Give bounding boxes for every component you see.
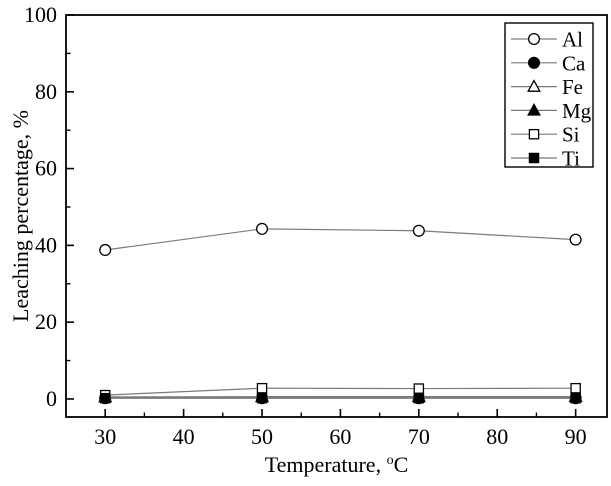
legend-entry-mg: Mg <box>511 99 592 123</box>
circle-open-marker <box>527 32 541 46</box>
legend-entry-si: Si <box>511 123 580 147</box>
x-tick-label: 40 <box>173 424 195 449</box>
series-ti <box>99 392 581 404</box>
x-tick-label: 80 <box>486 424 508 449</box>
y-tick-label: 60 <box>35 156 57 181</box>
legend-entry-fe: Fe <box>511 75 583 99</box>
legend-label-fe: Fe <box>562 75 583 99</box>
x-tick-label: 30 <box>94 424 116 449</box>
square-open-marker <box>570 382 581 394</box>
circle-open-marker <box>255 222 269 235</box>
x-tick-label: 90 <box>565 424 587 449</box>
y-tick-label: 20 <box>35 309 57 334</box>
y-tick-label: 0 <box>46 386 57 411</box>
series-line-si <box>105 387 576 396</box>
legend-label-ca: Ca <box>562 51 586 75</box>
legend-entry-al: Al <box>511 28 583 52</box>
plot-frame <box>65 14 608 418</box>
legend-box <box>504 22 594 168</box>
legend-label-mg: Mg <box>562 99 592 123</box>
circle-open-marker <box>569 233 582 246</box>
y-tick-label: 40 <box>35 232 57 257</box>
x-tick-label: 70 <box>408 424 430 449</box>
x-tick-label: 50 <box>251 424 273 449</box>
y-tick-label: 80 <box>35 79 57 104</box>
x-axis-label: Temperature, oC <box>265 452 409 477</box>
y-tick-label: 100 <box>24 2 57 27</box>
series-al <box>99 222 582 257</box>
legend-label-ti: Ti <box>562 147 580 171</box>
square-filled-marker <box>99 392 111 404</box>
legend-entry-ca: Ca <box>511 51 586 75</box>
circle-open-marker <box>99 243 112 257</box>
triangle-filled-marker <box>527 103 541 116</box>
legend-label-si: Si <box>562 123 580 147</box>
triangle-open-marker <box>527 79 541 92</box>
legend-entry-ti: Ti <box>511 147 580 171</box>
square-filled-marker <box>413 392 425 404</box>
circle-filled-marker <box>527 56 541 69</box>
x-tick-label: 60 <box>329 424 351 449</box>
y-axis-label: Leaching percentage, % <box>8 110 33 322</box>
square-filled-marker <box>528 152 540 164</box>
square-open-marker <box>413 383 425 394</box>
square-open-marker <box>528 128 540 140</box>
square-open-marker <box>256 382 268 394</box>
circle-open-marker <box>412 224 425 237</box>
square-filled-marker <box>256 392 268 404</box>
series-line-al <box>105 228 576 251</box>
square-filled-marker <box>570 392 581 404</box>
legend-label-al: Al <box>562 28 583 52</box>
